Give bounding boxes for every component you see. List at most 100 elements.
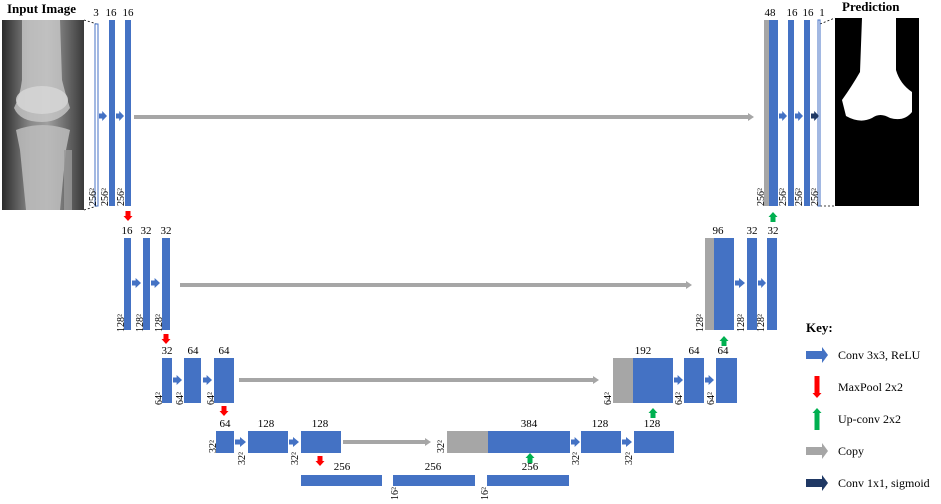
- size-label: 64²: [154, 392, 165, 405]
- prediction-title: Prediction: [842, 0, 900, 14]
- channel-label: 32: [141, 225, 152, 237]
- feature-map: [248, 431, 288, 453]
- feature-map: [214, 358, 234, 403]
- maxpool-arrow: [315, 456, 325, 466]
- size-label: 256²: [100, 188, 111, 206]
- channel-label: 3: [93, 7, 99, 19]
- feature-map: [817, 19, 821, 207]
- copy-arrow: [239, 376, 599, 384]
- feature-map: [124, 238, 131, 330]
- upconv-arrow-icon: [812, 408, 822, 430]
- prediction-mask-image: [835, 18, 919, 206]
- legend-label: MaxPool 2x2: [838, 380, 903, 394]
- channel-label: 64: [718, 345, 730, 357]
- upconv-arrow: [768, 212, 778, 222]
- channel-label: 384: [521, 418, 538, 430]
- channel-label: 192: [635, 345, 652, 357]
- channel-label: 96: [713, 225, 725, 237]
- conv1x1-arrow-icon: [806, 475, 828, 491]
- operation-arrows: [99, 111, 819, 466]
- feature-map: [581, 431, 621, 453]
- legend-item: Conv 3x3, ReLU: [806, 347, 921, 363]
- size-label: 128²: [695, 314, 706, 332]
- conv-arrow: [99, 111, 107, 121]
- input-image-title: Input Image: [7, 1, 76, 16]
- size-label: 64²: [206, 392, 217, 405]
- feature-maps: [94, 19, 821, 486]
- conv-arrow: [116, 111, 124, 121]
- size-label: 256²: [810, 188, 821, 206]
- size-label: 128²: [135, 314, 146, 332]
- feature-map: [301, 475, 382, 486]
- legend-item: Up-conv 2x2: [812, 408, 901, 430]
- size-label: 256²: [778, 188, 789, 206]
- conv-arrow: [705, 375, 714, 385]
- feature-map: [162, 238, 170, 330]
- feature-map: [633, 358, 673, 403]
- channel-label: 32: [162, 345, 173, 357]
- maxpool-arrow: [161, 334, 171, 344]
- channel-label: 128: [258, 418, 275, 430]
- maxpool-arrow-icon: [812, 376, 822, 398]
- size-label: 64²: [175, 392, 186, 405]
- maxpool-arrow: [219, 406, 229, 416]
- channel-label: 32: [747, 225, 758, 237]
- channel-label: 1: [819, 7, 825, 19]
- feature-map: [393, 475, 475, 486]
- conv-arrow-icon: [806, 347, 828, 363]
- channel-label: 16: [123, 7, 135, 19]
- legend-title: Key:: [806, 320, 833, 335]
- feature-map: [143, 238, 150, 330]
- size-label: 256²: [116, 188, 127, 206]
- conv-arrow: [674, 375, 683, 385]
- channel-label: 256: [522, 461, 539, 473]
- feature-map: [301, 431, 341, 453]
- conv-arrow: [779, 111, 787, 121]
- conv-arrow: [758, 278, 766, 288]
- channel-label: 64: [220, 418, 232, 430]
- size-label: 128²: [116, 314, 127, 332]
- channel-label: 16: [122, 225, 134, 237]
- feature-map: [767, 238, 777, 330]
- size-labels: 256² 256² 256² 128² 128² 128² 64² 64² 64…: [88, 188, 821, 500]
- conv-arrow: [622, 437, 632, 447]
- feature-map: [788, 20, 794, 206]
- copied-feature-map: [764, 20, 769, 206]
- size-label: 32²: [237, 452, 248, 465]
- feature-map: [109, 20, 115, 206]
- maxpool-arrow: [123, 211, 133, 221]
- conv-arrow: [151, 278, 160, 288]
- channel-label: 128: [312, 418, 329, 430]
- conv-arrow: [735, 278, 745, 288]
- channel-label: 16: [787, 7, 799, 19]
- copy-arrow: [180, 281, 692, 289]
- upconv-arrow: [525, 453, 535, 463]
- channel-label: 256: [334, 461, 351, 473]
- legend-item: MaxPool 2x2: [812, 376, 903, 398]
- feature-map: [714, 238, 734, 330]
- feature-map: [747, 238, 757, 330]
- feature-map: [94, 23, 99, 207]
- copied-feature-map: [447, 431, 488, 453]
- conv-arrow: [203, 375, 212, 385]
- channel-label: 256: [425, 461, 442, 473]
- size-label: 64²: [674, 392, 685, 405]
- feature-map: [804, 20, 810, 206]
- conv-arrow: [173, 375, 182, 385]
- size-label: 256²: [794, 188, 805, 206]
- conv-arrow: [795, 111, 803, 121]
- size-label: 128²: [154, 314, 165, 332]
- input-xray-image: [2, 20, 84, 210]
- conv-arrow: [571, 437, 580, 447]
- copy-arrow-icon: [806, 443, 828, 459]
- conv-arrow: [132, 278, 141, 288]
- size-label: 64²: [706, 392, 717, 405]
- conv1x1-arrow: [811, 111, 819, 121]
- channel-label: 64: [219, 345, 231, 357]
- size-label: 128²: [736, 314, 747, 332]
- upconv-arrow: [648, 408, 658, 418]
- channel-label: 128: [592, 418, 609, 430]
- legend: Key: Conv 3x3, ReLU MaxPool 2x2 Up-conv 2x…: [806, 320, 930, 491]
- copied-feature-map: [613, 358, 633, 403]
